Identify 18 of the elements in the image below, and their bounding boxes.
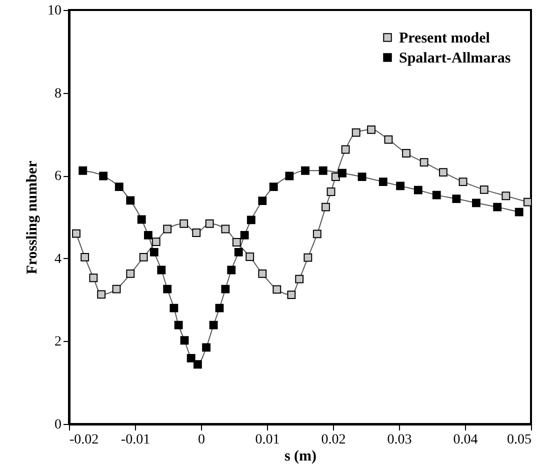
y-tick-label: 8 bbox=[54, 86, 62, 102]
y-tick-label: 4 bbox=[54, 252, 62, 267]
x-tick-label: 0.03 bbox=[387, 432, 412, 448]
x-tick-label: 0.04 bbox=[453, 432, 478, 448]
x-tick-label: -0.02 bbox=[70, 432, 99, 448]
y-tick-label: 10 bbox=[48, 4, 62, 18]
y-axis-title: Frossling number bbox=[24, 160, 40, 274]
y-tick-label: 6 bbox=[54, 169, 62, 184]
y-tick-label: 2 bbox=[54, 334, 62, 350]
x-axis-title: s (m) bbox=[284, 448, 317, 464]
legend-label: Present model bbox=[399, 30, 490, 46]
x-tick-label: -0.01 bbox=[120, 432, 150, 448]
legend-label: Spalart-Allmaras bbox=[399, 50, 511, 66]
x-tick-label: 0 bbox=[198, 432, 205, 448]
x-tick-label: 0.01 bbox=[255, 432, 280, 448]
y-tick-label: 0 bbox=[54, 418, 62, 432]
x-tick-label: 0.02 bbox=[321, 432, 346, 448]
x-tick-label: 0.05 bbox=[507, 432, 532, 448]
